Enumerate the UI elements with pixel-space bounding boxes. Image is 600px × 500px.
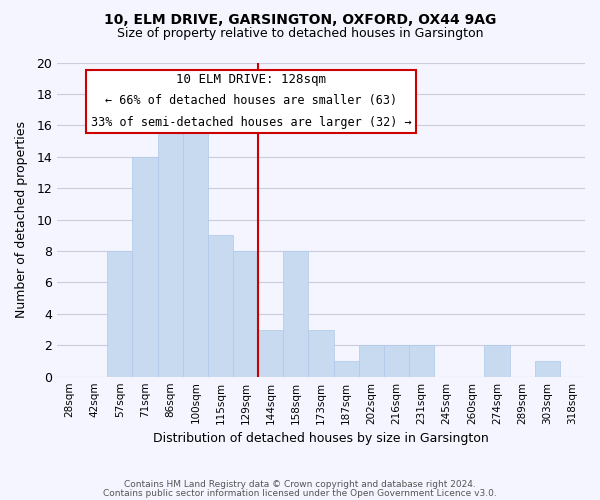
Text: 10 ELM DRIVE: 128sqm: 10 ELM DRIVE: 128sqm xyxy=(176,74,326,86)
Bar xyxy=(484,346,509,376)
Text: 10, ELM DRIVE, GARSINGTON, OXFORD, OX44 9AG: 10, ELM DRIVE, GARSINGTON, OXFORD, OX44 … xyxy=(104,12,496,26)
Text: Contains HM Land Registry data © Crown copyright and database right 2024.: Contains HM Land Registry data © Crown c… xyxy=(124,480,476,489)
Text: ← 66% of detached houses are smaller (63): ← 66% of detached houses are smaller (63… xyxy=(105,94,397,107)
Bar xyxy=(158,110,183,376)
Bar xyxy=(233,251,258,376)
Y-axis label: Number of detached properties: Number of detached properties xyxy=(15,121,28,318)
Bar xyxy=(308,330,334,376)
Bar xyxy=(283,251,308,376)
Bar xyxy=(258,330,283,376)
Bar xyxy=(183,126,208,376)
X-axis label: Distribution of detached houses by size in Garsington: Distribution of detached houses by size … xyxy=(153,432,489,445)
Text: Size of property relative to detached houses in Garsington: Size of property relative to detached ho… xyxy=(117,28,483,40)
Bar xyxy=(359,346,384,376)
Bar xyxy=(107,251,133,376)
Bar xyxy=(334,361,359,376)
Text: Contains public sector information licensed under the Open Government Licence v3: Contains public sector information licen… xyxy=(103,488,497,498)
Text: 33% of semi-detached houses are larger (32) →: 33% of semi-detached houses are larger (… xyxy=(91,116,412,129)
Bar xyxy=(208,236,233,376)
Bar xyxy=(409,346,434,376)
Bar xyxy=(133,157,158,376)
Bar xyxy=(384,346,409,376)
FancyBboxPatch shape xyxy=(86,70,416,133)
Bar xyxy=(535,361,560,376)
